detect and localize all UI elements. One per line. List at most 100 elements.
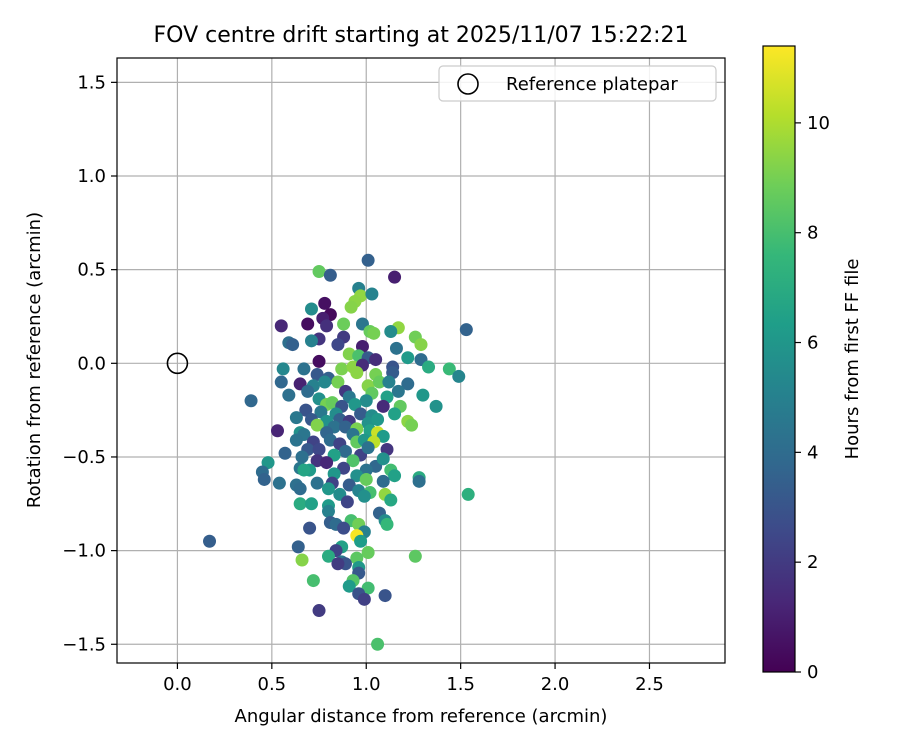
scatter-point <box>244 394 258 408</box>
scatter-point <box>376 399 390 413</box>
scatter-point <box>335 362 349 376</box>
scatter-point <box>378 589 392 603</box>
scatter-point <box>310 418 324 432</box>
scatter-point <box>338 444 352 458</box>
y-tick-label: −0.5 <box>62 447 106 468</box>
scatter-point <box>371 413 385 427</box>
scatter-point <box>331 557 345 571</box>
scatter-point <box>318 375 332 389</box>
scatter-point <box>312 604 326 618</box>
colorbar-tick-label: 2 <box>807 552 818 573</box>
scatter-point <box>323 268 337 282</box>
scatter-point <box>382 375 396 389</box>
colorbar-tick-label: 8 <box>807 223 818 244</box>
scatter-point <box>359 394 373 408</box>
scatter-point <box>304 497 318 511</box>
scatter-point <box>342 478 356 492</box>
scatter-point <box>342 579 356 593</box>
x-tick-label: 2.5 <box>635 674 664 695</box>
scatter-point <box>293 482 307 496</box>
scatter-point <box>408 549 422 563</box>
x-axis-label: Angular distance from reference (arcmin) <box>235 706 608 727</box>
scatter-point <box>312 442 326 456</box>
scatter-point <box>384 324 398 338</box>
scatter-point <box>320 456 334 470</box>
colorbar-tick-label: 4 <box>807 442 818 463</box>
scatter-point <box>350 366 364 380</box>
scatter-point <box>416 388 430 402</box>
scatter-point <box>340 495 354 509</box>
y-axis-label: Rotation from reference (arcmin) <box>24 212 45 508</box>
scatter-point <box>203 534 217 548</box>
scatter-point <box>293 497 307 511</box>
legend-marker-reference <box>457 73 479 95</box>
legend: Reference platepar <box>438 65 717 102</box>
scatter-point <box>357 592 371 606</box>
scatter-point <box>337 317 351 331</box>
colorbar-gradient <box>762 45 796 673</box>
scatter-point <box>384 493 398 507</box>
x-tick-label: 0.0 <box>163 674 192 695</box>
scatter-point <box>299 403 313 417</box>
plot-frame <box>116 57 726 664</box>
chart-title: FOV centre drift starting at 2025/11/07 … <box>154 23 689 48</box>
scatter-point <box>272 476 286 490</box>
legend-box <box>438 65 717 102</box>
scatter-point <box>414 338 428 352</box>
plot-area: 0.0 0.5 1.0 1.5 2.0 2.5 1.5 1.0 0.5 0.0 −0.5 −1.0 −… <box>62 57 726 695</box>
y-tick-label: 0.5 <box>77 260 106 281</box>
y-tick-label: 1.0 <box>77 166 106 187</box>
scatter-point <box>321 504 335 518</box>
scatter-point <box>261 456 275 470</box>
scatter-point <box>310 476 324 490</box>
scatter-point <box>354 407 368 421</box>
scatter-point <box>388 469 402 483</box>
scatter-point <box>321 482 335 496</box>
x-axis-ticks: 0.0 0.5 1.0 1.5 2.0 2.5 <box>163 663 664 695</box>
colorbar-tick-label: 0 <box>807 662 818 683</box>
scatter-point <box>401 351 415 365</box>
scatter-point <box>354 534 368 548</box>
scatter-point <box>274 319 288 333</box>
scatter-point <box>306 574 320 588</box>
scatter-point <box>337 521 351 535</box>
colorbar-label: Hours from first FF file <box>842 259 863 460</box>
scatter-point <box>257 472 271 486</box>
scatter-point <box>303 521 317 535</box>
scatter-point <box>361 581 375 595</box>
scatter-point <box>401 377 415 391</box>
scatter-point <box>282 388 296 402</box>
colorbar-tick-label: 6 <box>807 333 818 354</box>
scatter-point <box>365 287 379 301</box>
scatter-point <box>295 553 309 567</box>
scatter-point <box>389 341 403 355</box>
scatter-point <box>304 334 318 348</box>
scatter-point <box>291 540 305 554</box>
scatter-point <box>391 384 405 398</box>
legend-label-reference: Reference platepar <box>506 74 678 95</box>
x-tick-label: 0.5 <box>258 674 287 695</box>
scatter-point <box>372 375 386 389</box>
scatter-point <box>301 384 315 398</box>
scatter-point <box>276 362 290 376</box>
scatter-point <box>295 450 309 464</box>
scatter-point <box>321 549 335 563</box>
scatter-point <box>380 517 394 531</box>
y-tick-label: 1.5 <box>77 72 106 93</box>
scatter-point <box>376 452 390 466</box>
scatter-point <box>270 424 284 438</box>
scatter-point <box>369 353 383 367</box>
scatter-point <box>359 463 373 477</box>
scatter-point <box>348 398 362 412</box>
y-axis-ticks: 1.5 1.0 0.5 0.0 −0.5 −1.0 −1.5 <box>62 72 117 655</box>
scatter-point <box>422 360 436 374</box>
scatter-point <box>331 338 345 352</box>
scatter-point <box>297 463 311 477</box>
scatter-point <box>388 407 402 421</box>
y-tick-label: −1.0 <box>62 541 106 562</box>
scatter-point <box>304 302 318 316</box>
scatter-point <box>376 429 390 443</box>
scatter-point <box>388 270 402 284</box>
